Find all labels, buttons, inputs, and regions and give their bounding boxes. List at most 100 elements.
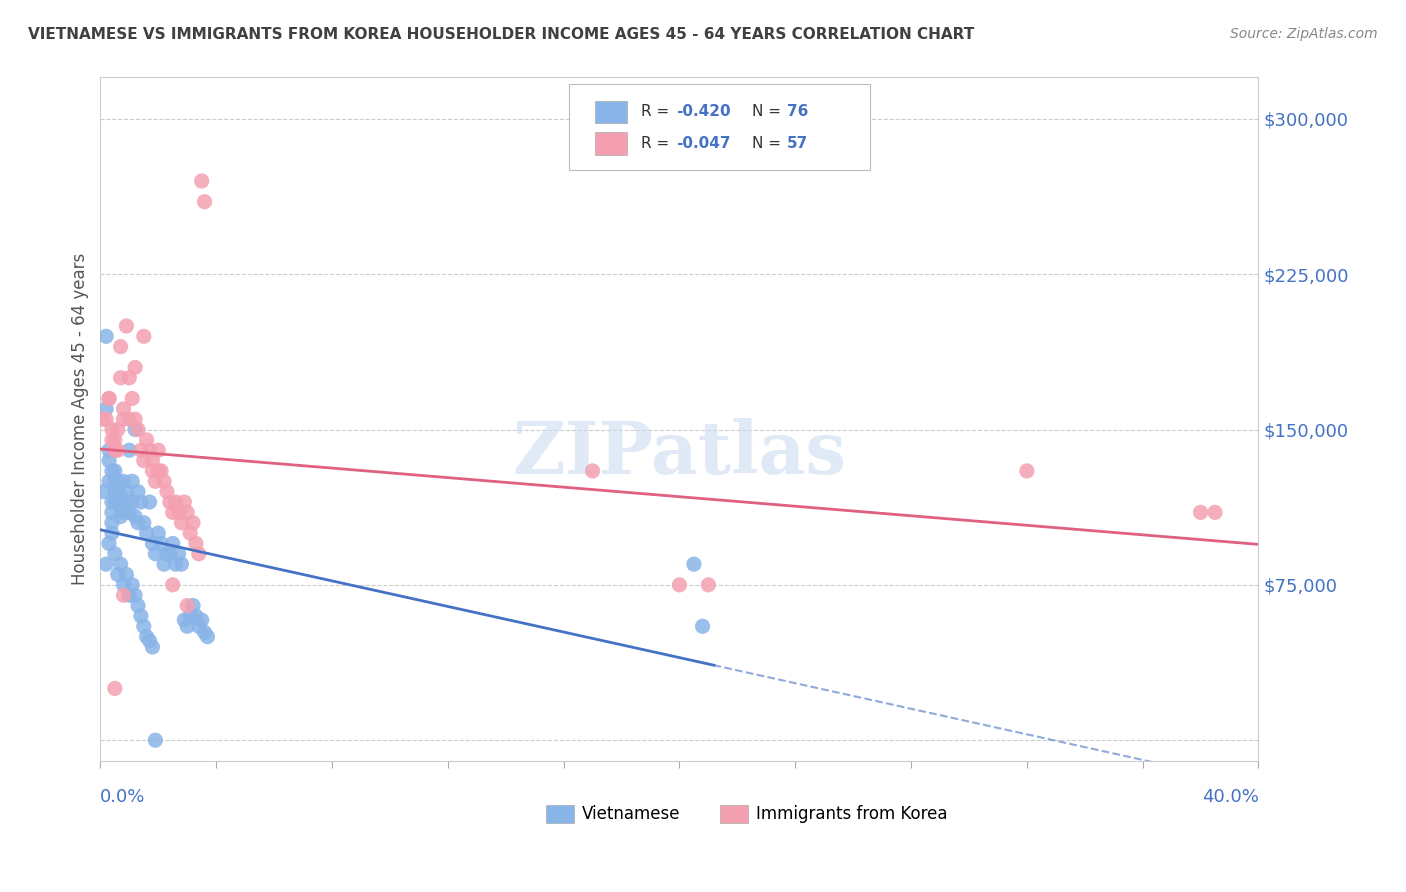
Point [184,536,207,550]
Point [138,633,160,648]
Point [148,526,170,541]
Point [176,599,198,613]
Point [135,630,157,644]
Point [98,475,121,489]
Point [101,526,124,541]
Point [124,360,146,375]
Point [94,329,117,343]
Point [104,433,127,447]
Point [170,557,193,571]
Point [94,401,117,416]
Point [143,547,166,561]
Point [101,505,124,519]
Point [173,495,195,509]
Point [129,495,152,509]
Point [98,443,121,458]
Point [121,578,143,592]
Point [167,547,190,561]
Point [91,484,114,499]
Point [132,453,155,467]
Point [162,578,184,592]
Text: Immigrants from Korea: Immigrants from Korea [756,805,948,823]
Text: -0.047: -0.047 [676,136,731,151]
Point [1189,505,1212,519]
Point [104,547,127,561]
Text: R =: R = [641,104,675,120]
Point [173,613,195,627]
Point [153,475,176,489]
Point [98,536,121,550]
Point [127,484,149,499]
Point [121,392,143,406]
Point [143,733,166,747]
Point [101,495,124,509]
Bar [546,805,574,823]
Point [135,433,157,447]
Point [1204,505,1226,519]
Point [167,505,190,519]
Point [697,578,720,592]
Point [181,516,204,530]
Point [153,557,176,571]
Point [110,557,132,571]
Point [162,505,184,519]
Point [124,509,146,524]
Point [124,412,146,426]
Point [129,443,152,458]
Point [129,609,152,624]
Point [194,625,217,640]
Point [143,475,166,489]
FancyBboxPatch shape [569,84,870,169]
Point [150,536,173,550]
Point [98,392,121,406]
Point [159,495,181,509]
Point [148,443,170,458]
Point [101,464,124,478]
Point [98,453,121,467]
Bar [595,132,627,154]
Point [165,557,187,571]
Point [176,619,198,633]
Text: 0.0%: 0.0% [100,789,146,806]
Point [115,567,138,582]
Point [101,433,124,447]
Point [190,174,212,188]
Point [181,599,204,613]
Point [118,505,141,519]
Point [112,505,135,519]
Text: 76: 76 [787,104,808,120]
Point [91,412,114,426]
Point [101,516,124,530]
Point [104,681,127,696]
Point [112,401,135,416]
Point [148,464,170,478]
Point [156,484,179,499]
Text: VIETNAMESE VS IMMIGRANTS FROM KOREA HOUSEHOLDER INCOME AGES 45 - 64 YEARS CORREL: VIETNAMESE VS IMMIGRANTS FROM KOREA HOUS… [28,27,974,42]
Text: N =: N = [752,104,786,120]
Point [107,567,129,582]
Point [124,423,146,437]
Point [150,464,173,478]
Point [115,318,138,333]
Point [124,588,146,602]
Point [101,423,124,437]
Point [104,475,127,489]
Text: N =: N = [752,136,786,151]
Point [194,194,217,209]
Point [115,484,138,499]
Point [94,557,117,571]
Point [112,578,135,592]
Y-axis label: Householder Income Ages 45 - 64 years: Householder Income Ages 45 - 64 years [72,253,89,585]
Point [132,516,155,530]
Point [118,588,141,602]
Point [115,495,138,509]
Point [127,599,149,613]
Point [107,423,129,437]
Point [118,370,141,384]
Point [135,526,157,541]
Point [156,547,179,561]
Point [176,505,198,519]
Point [187,547,209,561]
Text: Vietnamese: Vietnamese [582,805,681,823]
Point [121,475,143,489]
